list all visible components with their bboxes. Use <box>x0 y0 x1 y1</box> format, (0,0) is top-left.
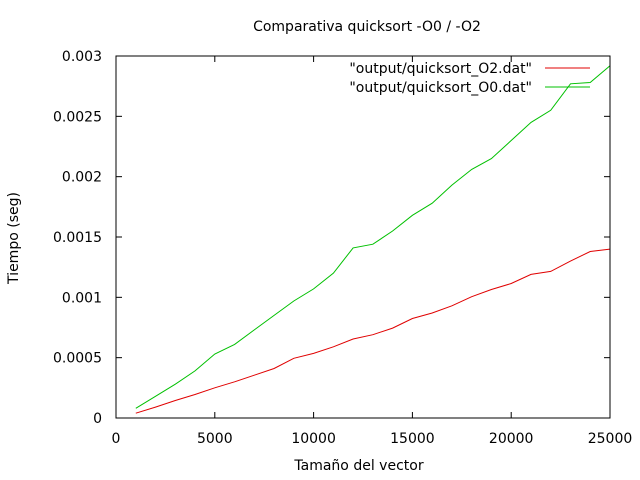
y-tick-label: 0.0005 <box>53 351 102 367</box>
series-line-2 <box>135 65 611 409</box>
y-tick-label: 0.0025 <box>53 109 102 125</box>
x-tick-label: 15000 <box>390 431 435 447</box>
y-tick-label: 0.0015 <box>53 230 102 246</box>
x-tick-label: 25000 <box>588 431 633 447</box>
x-tick-label: 10000 <box>291 431 336 447</box>
legend: "output/quicksort_O2.dat" "output/quickso… <box>349 61 590 96</box>
y-tick-label: 0.003 <box>62 49 102 65</box>
axis-ticks: 0 5000 10000 15000 20000 25000 0 0.0005 0.001 0.0… <box>53 49 632 447</box>
y-tick-label: 0.001 <box>62 290 102 306</box>
legend-label-1: "output/quicksort_O2.dat" <box>349 61 532 77</box>
x-tick-label: 5000 <box>197 431 233 447</box>
chart-title: Comparativa quicksort -O0 / -O2 <box>253 19 481 35</box>
plot-frame <box>115 55 611 419</box>
x-tick-label: 0 <box>112 431 121 447</box>
series-line-1 <box>135 248 611 414</box>
series-layer <box>135 65 611 414</box>
y-tick-label: 0.002 <box>62 170 102 186</box>
legend-label-2: "output/quicksort_O0.dat" <box>349 80 532 96</box>
y-axis-label: Tiempo (seg) <box>6 192 22 285</box>
x-axis-label: Tamaño del vector <box>293 458 423 474</box>
y-tick-label: 0 <box>93 411 102 427</box>
x-tick-label: 20000 <box>489 431 534 447</box>
